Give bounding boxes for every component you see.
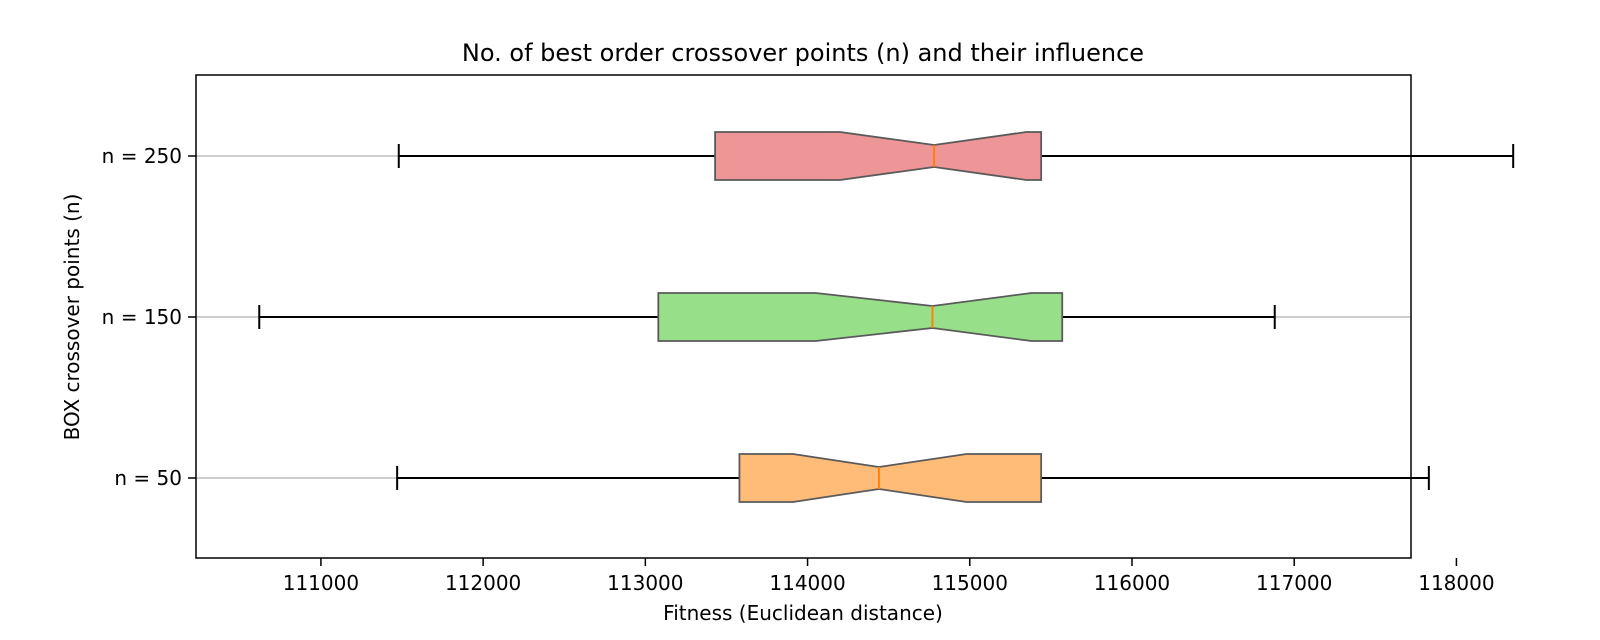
box-n-50 bbox=[396, 453, 1430, 503]
box-n-250 bbox=[397, 131, 1515, 181]
x-tick-label: 113000 bbox=[607, 571, 683, 595]
axes: n = 50 n = 150 n = 250 111000 112000 113000 11… bbox=[102, 144, 1495, 595]
x-tick-label: 117000 bbox=[1256, 571, 1332, 595]
x-tick-label: 115000 bbox=[932, 571, 1008, 595]
y-tick-label: n = 50 bbox=[114, 466, 182, 490]
x-axis-label: Fitness (Euclidean distance) bbox=[663, 601, 943, 625]
chart-title: No. of best order crossover points (n) a… bbox=[462, 39, 1144, 67]
box-body bbox=[657, 292, 1064, 342]
y-tick-label: n = 250 bbox=[102, 144, 182, 168]
x-tick-label: 112000 bbox=[445, 571, 521, 595]
y-tick-label: n = 150 bbox=[102, 305, 182, 329]
x-tick-label: 118000 bbox=[1418, 571, 1494, 595]
box-body bbox=[738, 453, 1043, 503]
box-body bbox=[714, 131, 1043, 181]
plot-area bbox=[196, 131, 1515, 503]
y-axis-label: BOX crossover points (n) bbox=[60, 194, 84, 441]
box-n-150 bbox=[258, 292, 1276, 342]
x-tick-label: 116000 bbox=[1094, 571, 1170, 595]
x-tick-label: 114000 bbox=[769, 571, 845, 595]
x-tick-label: 111000 bbox=[283, 571, 359, 595]
